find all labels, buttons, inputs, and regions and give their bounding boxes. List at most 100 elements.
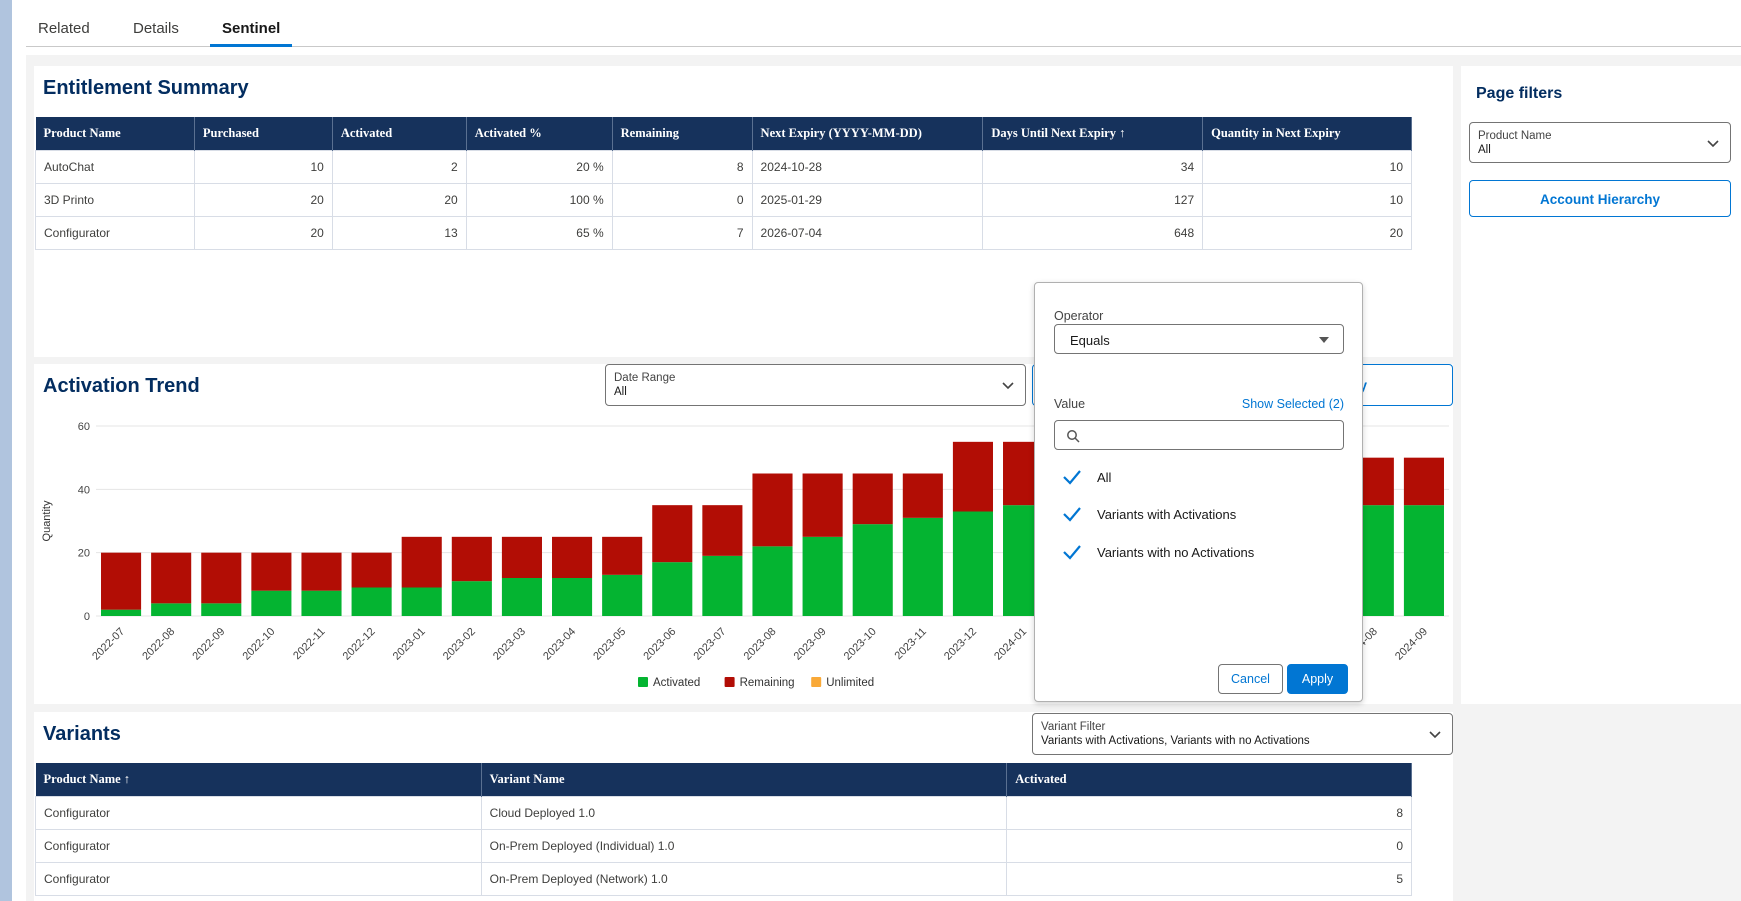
bar-activated xyxy=(1403,505,1444,616)
tab-sentinel[interactable]: Sentinel xyxy=(210,0,293,47)
y-tick-label: 40 xyxy=(78,484,90,496)
product-name-filter[interactable]: Product Name All xyxy=(1469,122,1731,163)
bar-activated xyxy=(301,590,342,616)
x-tick-label: 2024-09 xyxy=(1393,626,1430,663)
table-row: AutoChat 10 2 20 % 8 2024-10-28 34 10 xyxy=(35,149,1412,184)
legend-swatch xyxy=(724,677,735,687)
x-tick-label: 2022-12 xyxy=(341,626,378,663)
table-cell: 0 xyxy=(1006,828,1412,863)
search-icon xyxy=(1067,430,1080,443)
table-cell: 10 xyxy=(1202,182,1412,217)
x-tick-label: 2022-08 xyxy=(140,626,177,663)
table-row: Configurator On-Prem Deployed (Network) … xyxy=(35,861,1412,896)
table-cell: AutoChat xyxy=(35,149,195,184)
x-tick-label: 2023-05 xyxy=(591,626,628,663)
bar-remaining xyxy=(101,552,142,610)
bar-activated xyxy=(451,581,492,616)
bar-remaining xyxy=(401,536,442,588)
x-tick-label: 2023-10 xyxy=(842,626,879,663)
table-cell: 8 xyxy=(611,149,753,184)
bar-activated xyxy=(201,603,242,616)
show-selected-link[interactable]: Show Selected (2) xyxy=(1241,397,1344,411)
column-header[interactable]: Product Name ↑ xyxy=(35,763,482,796)
x-tick-label: 2023-03 xyxy=(491,626,528,663)
entitlement-summary-title: Entitlement Summary xyxy=(43,77,249,99)
column-header[interactable]: Quantity in Next Expiry xyxy=(1202,117,1412,150)
bar-remaining xyxy=(351,552,392,588)
left-rail xyxy=(0,0,12,901)
x-tick-label: 2023-07 xyxy=(691,626,728,663)
option-variants-with-activations[interactable]: Variants with Activations xyxy=(1061,503,1236,525)
caret-down-icon xyxy=(1319,337,1329,343)
bar-remaining xyxy=(752,473,793,547)
table-cell: 20 xyxy=(331,182,467,217)
date-range-filter[interactable]: Date Range All xyxy=(605,364,1026,406)
column-header[interactable]: Activated % xyxy=(466,117,613,150)
value-search-input[interactable] xyxy=(1054,420,1344,450)
table-row: Configurator On-Prem Deployed (Individua… xyxy=(35,828,1412,863)
chevron-down-icon xyxy=(1707,140,1719,148)
variant-filter[interactable]: Variant Filter Variants with Activations… xyxy=(1032,713,1453,755)
activation-trend-title: Activation Trend xyxy=(43,375,200,397)
table-header-row: Product Name Purchased Activated Activat… xyxy=(35,117,1412,150)
bar-activated xyxy=(251,590,292,616)
column-header[interactable]: Remaining xyxy=(612,117,753,150)
x-tick-label: 2023-06 xyxy=(641,626,678,663)
table-cell: Configurator xyxy=(35,828,482,863)
apply-button[interactable]: Apply xyxy=(1287,664,1348,694)
bar-remaining xyxy=(602,536,643,575)
bar-remaining xyxy=(201,552,242,604)
operator-value: Equals xyxy=(1070,333,1110,348)
date-range-label: Date Range xyxy=(614,372,676,384)
variants-title: Variants xyxy=(43,723,121,745)
variants-table: Product Name ↑ Variant Name Activated Co… xyxy=(35,763,1412,896)
x-tick-label: 2024-01 xyxy=(992,626,1029,663)
column-header[interactable]: Product Name xyxy=(35,117,195,150)
chevron-down-icon xyxy=(1429,731,1441,739)
x-tick-label: 2023-01 xyxy=(391,626,428,663)
account-hierarchy-button[interactable]: Account Hierarchy xyxy=(1469,180,1731,217)
tab-related[interactable]: Related xyxy=(38,20,90,37)
tab-details[interactable]: Details xyxy=(133,20,179,37)
table-cell: 8 xyxy=(1006,795,1412,830)
option-all[interactable]: All xyxy=(1061,466,1111,488)
bar-remaining xyxy=(552,536,593,578)
column-header[interactable]: Variant Name xyxy=(481,763,1008,796)
date-range-value: All xyxy=(614,386,627,398)
table-cell: 10 xyxy=(193,149,333,184)
bar-remaining xyxy=(151,552,192,604)
x-tick-label: 2023-11 xyxy=(892,626,928,662)
table-cell: Configurator xyxy=(35,861,482,896)
table-cell: 20 xyxy=(1202,215,1412,250)
bar-remaining xyxy=(652,505,693,563)
column-header[interactable]: Days Until Next Expiry ↑ xyxy=(982,117,1204,150)
table-cell: 34 xyxy=(982,149,1204,184)
table-cell: 2026-07-04 xyxy=(751,215,984,250)
bar-remaining xyxy=(301,552,342,591)
table-cell: Configurator xyxy=(35,795,482,830)
table-cell: 65 % xyxy=(465,215,613,250)
legend-swatch xyxy=(638,677,648,687)
bar-remaining xyxy=(702,505,743,556)
x-tick-label: 2023-09 xyxy=(792,626,829,663)
legend-label: Remaining xyxy=(740,677,795,689)
option-variants-with-no-activations[interactable]: Variants with no Activations xyxy=(1061,541,1254,563)
table-cell: Configurator xyxy=(35,215,195,250)
x-tick-label: 2023-12 xyxy=(942,626,979,663)
operator-select[interactable]: Equals xyxy=(1054,324,1344,354)
bar-activated xyxy=(101,609,142,616)
bar-activated xyxy=(552,578,593,616)
x-tick-label: 2023-02 xyxy=(441,626,478,663)
bar-remaining xyxy=(952,441,993,512)
column-header[interactable]: Activated xyxy=(332,117,467,150)
bar-activated xyxy=(752,546,793,616)
column-header[interactable]: Purchased xyxy=(194,117,333,150)
x-tick-label: 2022-09 xyxy=(190,626,227,663)
column-header[interactable]: Activated xyxy=(1006,763,1412,796)
table-cell: 10 xyxy=(1202,149,1412,184)
cancel-button[interactable]: Cancel xyxy=(1218,664,1283,694)
table-cell: 20 xyxy=(193,215,333,250)
variant-filter-popover: Operator Equals Value Show Selected (2) … xyxy=(1034,282,1363,702)
bar-activated xyxy=(702,555,743,616)
column-header[interactable]: Next Expiry (YYYY-MM-DD) xyxy=(752,117,984,150)
